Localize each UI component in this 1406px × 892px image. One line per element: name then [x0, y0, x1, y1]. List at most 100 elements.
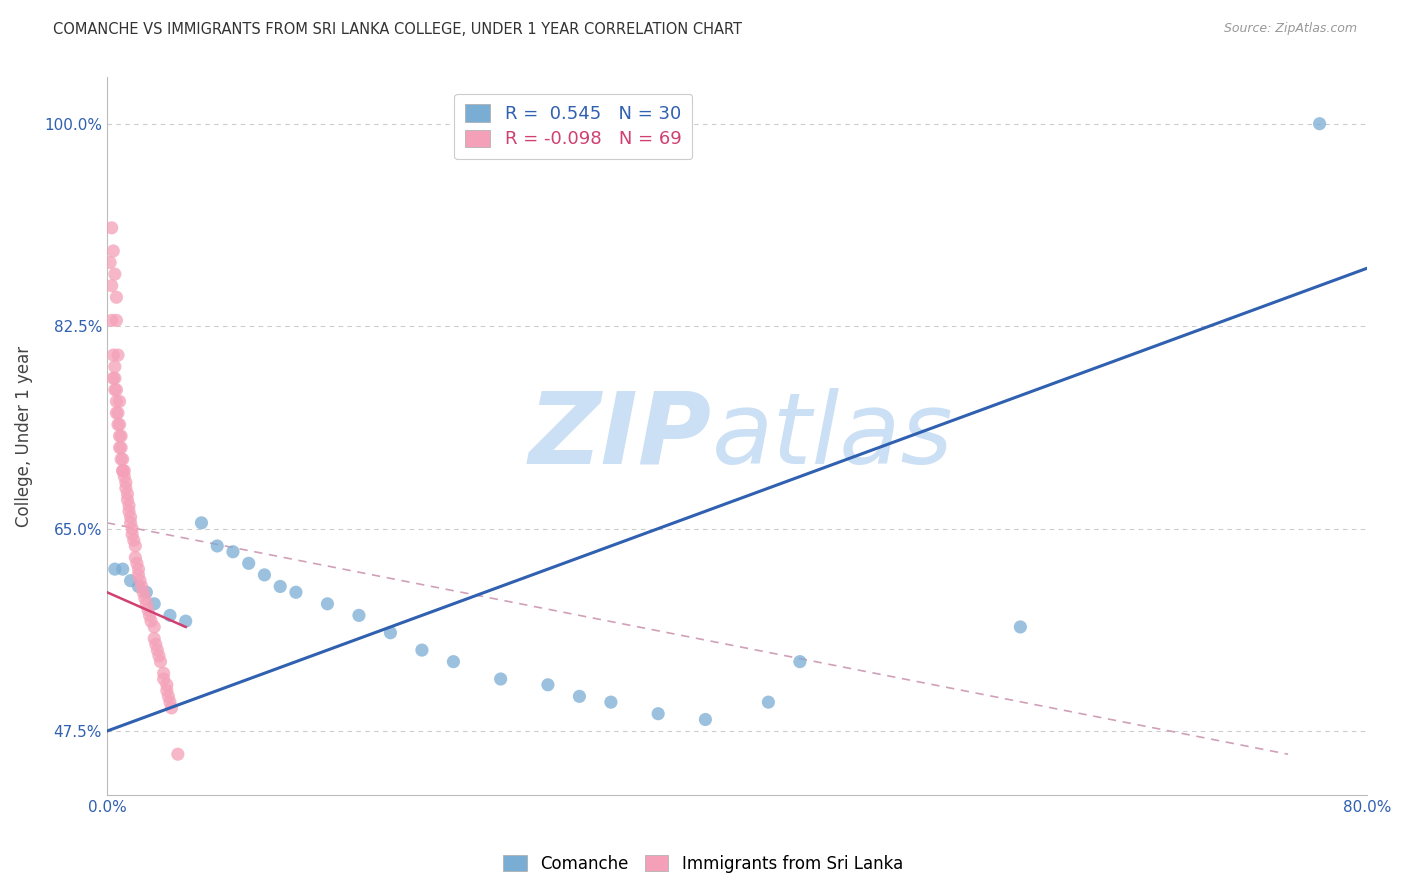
Point: [537, 678, 560, 692]
Point: [105, 394, 128, 409]
Point: [284, 585, 307, 599]
Point: [125, 557, 148, 571]
Point: [647, 706, 669, 721]
Point: [117, 487, 139, 501]
Point: [111, 562, 134, 576]
Point: [131, 579, 153, 593]
Point: [112, 469, 135, 483]
Point: [148, 648, 170, 663]
Point: [105, 383, 128, 397]
Point: [124, 539, 146, 553]
Y-axis label: College, Under 1 year: College, Under 1 year: [15, 345, 32, 526]
Point: [121, 522, 143, 536]
Point: [124, 550, 146, 565]
Point: [108, 394, 131, 409]
Point: [489, 672, 512, 686]
Text: atlas: atlas: [711, 387, 953, 484]
Point: [146, 643, 169, 657]
Point: [157, 690, 180, 704]
Point: [145, 637, 167, 651]
Point: [127, 579, 149, 593]
Point: [103, 348, 125, 362]
Point: [110, 452, 132, 467]
Legend: R =  0.545   N = 30, R = -0.098   N = 69: R = 0.545 N = 30, R = -0.098 N = 69: [454, 94, 692, 160]
Text: Source: ZipAtlas.com: Source: ZipAtlas.com: [1223, 22, 1357, 36]
Point: [789, 655, 811, 669]
Point: [127, 562, 149, 576]
Point: [129, 574, 152, 588]
Point: [104, 371, 127, 385]
Point: [135, 585, 157, 599]
Point: [568, 690, 591, 704]
Text: COMANCHE VS IMMIGRANTS FROM SRI LANKA COLLEGE, UNDER 1 YEAR CORRELATION CHART: COMANCHE VS IMMIGRANTS FROM SRI LANKA CO…: [53, 22, 742, 37]
Point: [136, 602, 159, 616]
Point: [111, 464, 134, 478]
Point: [380, 625, 402, 640]
Point: [156, 683, 179, 698]
Point: [118, 499, 141, 513]
Point: [152, 666, 174, 681]
Point: [190, 516, 212, 530]
Point: [98, 255, 121, 269]
Point: [115, 481, 138, 495]
Point: [143, 620, 166, 634]
Point: [120, 574, 142, 588]
Point: [104, 383, 127, 397]
Point: [105, 313, 128, 327]
Point: [174, 614, 197, 628]
Point: [160, 701, 183, 715]
Point: [127, 567, 149, 582]
Point: [105, 406, 128, 420]
Point: [100, 278, 122, 293]
Point: [122, 533, 145, 548]
Point: [152, 672, 174, 686]
Point: [135, 597, 157, 611]
Point: [1010, 620, 1032, 634]
Point: [105, 290, 128, 304]
Point: [104, 562, 127, 576]
Point: [695, 713, 717, 727]
Point: [143, 632, 166, 646]
Point: [120, 516, 142, 530]
Point: [121, 527, 143, 541]
Point: [159, 695, 181, 709]
Point: [104, 267, 127, 281]
Point: [117, 492, 139, 507]
Point: [159, 608, 181, 623]
Text: ZIP: ZIP: [529, 387, 711, 484]
Point: [108, 441, 131, 455]
Point: [108, 417, 131, 432]
Point: [1309, 117, 1331, 131]
Point: [100, 313, 122, 327]
Point: [103, 371, 125, 385]
Point: [107, 417, 129, 432]
Point: [139, 614, 162, 628]
Point: [166, 747, 188, 762]
Point: [104, 359, 127, 374]
Point: [156, 678, 179, 692]
Point: [347, 608, 370, 623]
Point: [600, 695, 623, 709]
Point: [103, 244, 125, 258]
Point: [134, 591, 156, 605]
Point: [111, 464, 134, 478]
Point: [111, 452, 134, 467]
Point: [100, 220, 122, 235]
Point: [107, 348, 129, 362]
Point: [316, 597, 339, 611]
Point: [205, 539, 228, 553]
Point: [112, 464, 135, 478]
Point: [110, 441, 132, 455]
Point: [441, 655, 464, 669]
Point: [253, 567, 276, 582]
Point: [758, 695, 780, 709]
Point: [115, 475, 138, 490]
Point: [118, 504, 141, 518]
Point: [411, 643, 433, 657]
Point: [222, 545, 245, 559]
Legend: Comanche, Immigrants from Sri Lanka: Comanche, Immigrants from Sri Lanka: [496, 848, 910, 880]
Point: [107, 406, 129, 420]
Point: [132, 585, 155, 599]
Point: [110, 429, 132, 443]
Point: [269, 579, 291, 593]
